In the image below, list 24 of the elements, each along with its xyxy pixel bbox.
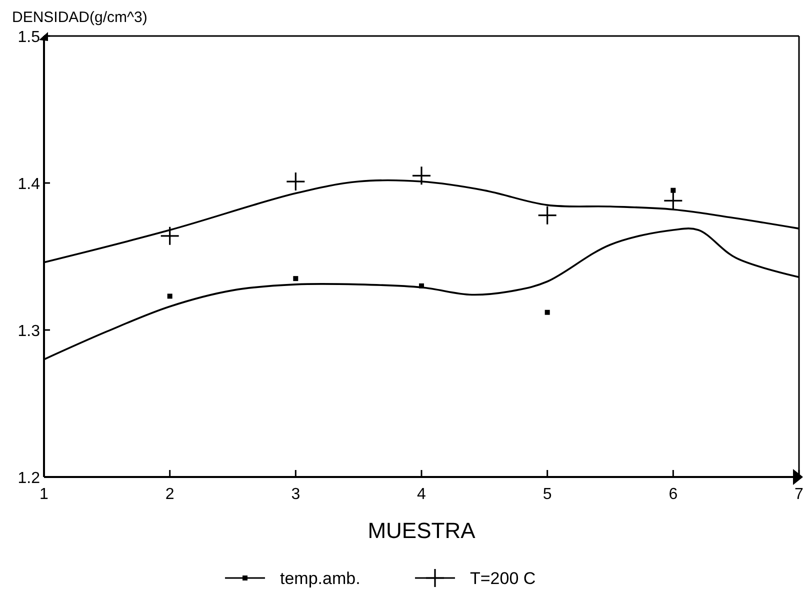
x-tick-label: 1 bbox=[40, 486, 49, 503]
y-tick-label: 1.2 bbox=[18, 470, 40, 487]
x-tick-label: 7 bbox=[794, 486, 804, 503]
legend-label: temp.amb. bbox=[280, 569, 360, 588]
legend-label: T=200 C bbox=[470, 569, 536, 588]
x-axis-title: MUESTRA bbox=[368, 518, 476, 543]
x-tick-label: 4 bbox=[417, 486, 426, 503]
point bbox=[538, 206, 558, 226]
x-tick-label: 5 bbox=[542, 486, 552, 503]
point bbox=[670, 188, 676, 193]
point bbox=[293, 276, 298, 282]
x-tick-label: 2 bbox=[165, 486, 174, 503]
point bbox=[544, 310, 550, 315]
y-tick-label: 1.4 bbox=[18, 176, 40, 193]
y-tick-label: 1.5 bbox=[18, 29, 40, 46]
y-axis-title: DENSIDAD(g/cm^3) bbox=[12, 9, 148, 26]
point bbox=[286, 172, 306, 192]
point bbox=[167, 294, 172, 299]
point bbox=[412, 166, 432, 186]
y-tick-label: 1.3 bbox=[18, 323, 40, 340]
x-tick-label: 3 bbox=[291, 486, 300, 503]
point bbox=[663, 190, 683, 210]
x-tick-label: 6 bbox=[668, 486, 678, 503]
point bbox=[160, 226, 180, 246]
